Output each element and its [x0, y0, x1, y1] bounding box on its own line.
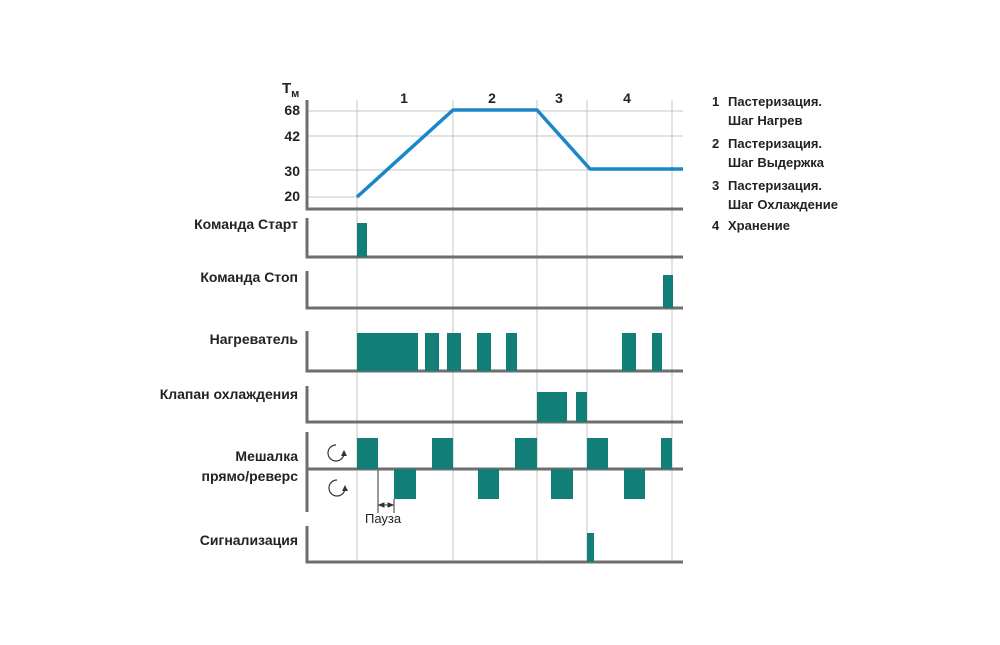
heater-pulse: [357, 333, 418, 371]
mixer-label-line1: Мешалка: [235, 448, 298, 464]
start-pulse: [357, 223, 367, 257]
mixer-label-line2: прямо/реверс: [201, 468, 299, 484]
y-axis-label: Тм: [282, 80, 300, 100]
temperature-curve: [355, 108, 683, 199]
start-command-label: Команда Старт: [194, 216, 298, 232]
rotate-clockwise-icon: [327, 444, 347, 462]
cooling-valve-pulse: [576, 392, 587, 422]
phase-2-label: 2: [488, 90, 496, 106]
cooling-valve-label: Клапан охлаждения: [159, 386, 298, 402]
mixer-reverse-pulse: [551, 469, 573, 499]
stop-pulse: [663, 275, 673, 308]
mixer-forward-pulse: [515, 438, 537, 469]
stop-command-label: Команда Стоп: [200, 269, 298, 285]
mixer-reverse-pulse: [478, 469, 499, 499]
phase-4-label: 4: [623, 90, 631, 106]
heater-pulse: [506, 333, 517, 371]
pause-label: Пауза: [365, 511, 402, 526]
legend-item-3: 3 Пастеризация. Шаг Охлаждение: [712, 178, 838, 212]
y-tick-42: 42: [284, 128, 300, 144]
mixer-forward-pulse: [587, 438, 608, 469]
mixer-forward-pulse: [661, 438, 672, 469]
y-tick-30: 30: [284, 163, 300, 179]
mixer-label: Мешалка прямо/реверс: [202, 446, 299, 486]
phase-boundaries: [356, 100, 673, 562]
mixer-reverse-pulse: [394, 469, 416, 499]
y-tick-68: 68: [284, 102, 300, 118]
temperature-grid: [307, 110, 683, 198]
heater-pulse: [622, 333, 636, 371]
heater-label: Нагреватель: [209, 331, 298, 347]
legend-item-1: 1 Пастеризация. Шаг Нагрев: [712, 94, 823, 128]
mixer-reverse-pulse: [624, 469, 645, 499]
heater-pulse: [425, 333, 439, 371]
phase-3-label: 3: [555, 90, 563, 106]
y-tick-20: 20: [284, 188, 300, 204]
cooling-valve-pulse: [537, 392, 567, 422]
pause-marker: [377, 470, 395, 513]
heater-pulse: [477, 333, 491, 371]
alarm-label: Сигнализация: [199, 532, 298, 548]
heater-pulse: [447, 333, 461, 371]
mixer-forward-pulse: [432, 438, 453, 469]
legend-item-4: 4 Хранение: [712, 218, 790, 233]
pulses: [357, 223, 673, 562]
phase-1-label: 1: [400, 90, 408, 106]
mixer-forward-pulse: [357, 438, 378, 469]
rotate-counterclockwise-icon: [328, 479, 348, 497]
legend-item-2: 2 Пастеризация. Шаг Выдержка: [712, 136, 825, 170]
alarm-pulse: [587, 533, 594, 562]
heater-pulse: [652, 333, 662, 371]
